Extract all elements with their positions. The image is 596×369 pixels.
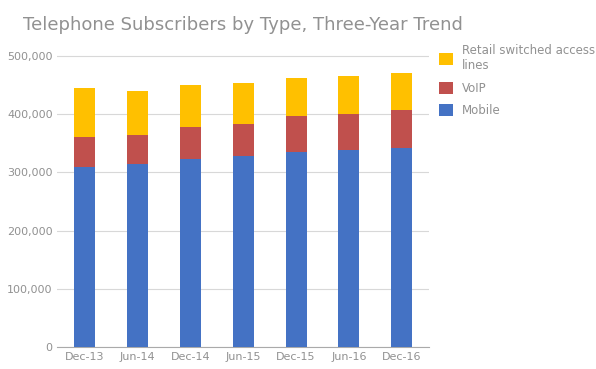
Bar xyxy=(180,159,201,347)
Bar xyxy=(127,91,148,135)
Bar xyxy=(391,110,412,148)
Bar xyxy=(339,114,359,150)
Bar xyxy=(285,78,306,116)
Bar xyxy=(285,116,306,152)
Legend: Retail switched access
lines, VoIP, Mobile: Retail switched access lines, VoIP, Mobi… xyxy=(439,44,595,117)
Bar xyxy=(180,85,201,127)
Bar xyxy=(127,164,148,347)
Bar xyxy=(391,148,412,347)
Bar xyxy=(232,83,254,124)
Bar xyxy=(285,152,306,347)
Bar xyxy=(339,150,359,347)
Bar xyxy=(339,76,359,114)
Bar xyxy=(74,138,95,167)
Title: Telephone Subscribers by Type, Three-Year Trend: Telephone Subscribers by Type, Three-Yea… xyxy=(23,16,463,34)
Bar xyxy=(127,135,148,164)
Bar xyxy=(232,156,254,347)
Bar xyxy=(391,73,412,110)
Bar xyxy=(74,167,95,347)
Bar xyxy=(232,124,254,156)
Bar xyxy=(180,127,201,159)
Bar xyxy=(74,88,95,138)
